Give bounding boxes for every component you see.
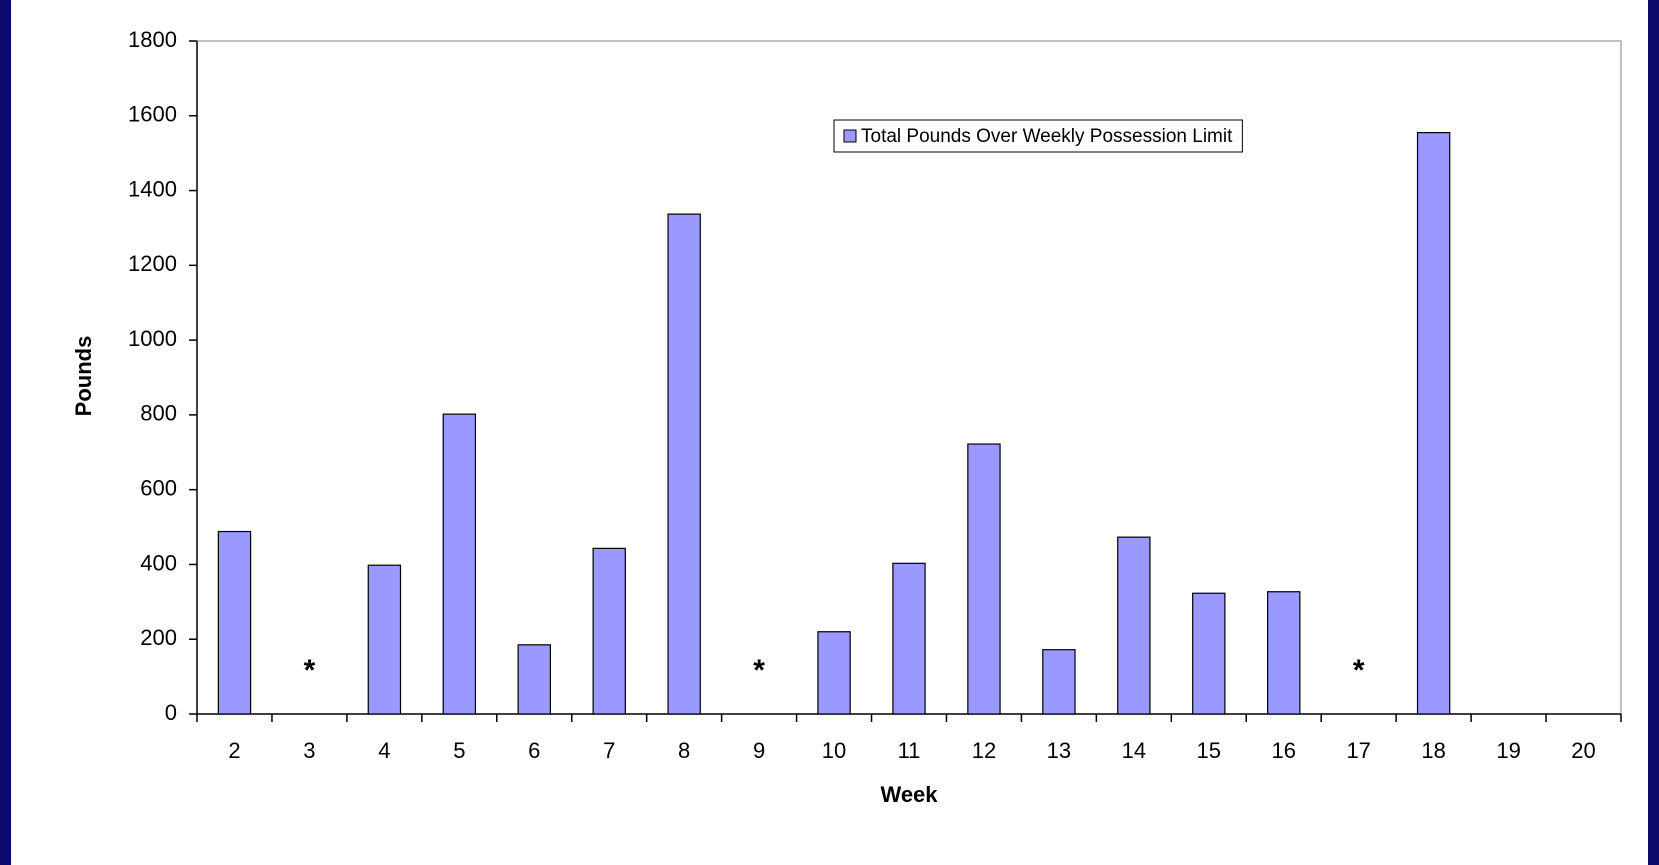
y-tick-label: 1200 — [128, 251, 177, 276]
bar — [517, 644, 551, 715]
x-tick-label: 11 — [898, 738, 921, 763]
bar — [1267, 591, 1301, 715]
x-tick-label: 5 — [453, 738, 465, 763]
annotation: * — [753, 654, 765, 687]
y-axis-label: Pounds — [71, 336, 96, 417]
bar — [1117, 536, 1151, 715]
x-tick-label: 4 — [378, 738, 390, 763]
bar — [892, 562, 926, 715]
y-tick-label: 0 — [165, 700, 177, 725]
y-tick-label: 400 — [140, 550, 177, 575]
y-tick-label: 600 — [140, 475, 177, 500]
x-tick-label: 14 — [1122, 738, 1146, 763]
bar — [217, 530, 252, 715]
x-tick-label: 20 — [1571, 738, 1595, 763]
y-tick-label: 1600 — [128, 102, 177, 127]
annotation: * — [304, 654, 316, 687]
bar — [667, 213, 701, 715]
bar — [442, 413, 477, 715]
x-tick-label: 2 — [228, 738, 240, 763]
x-tick-label: 13 — [1047, 738, 1071, 763]
bar — [367, 564, 402, 715]
y-tick-label: 1000 — [128, 326, 177, 351]
y-tick-label: 200 — [140, 625, 177, 650]
x-tick-label: 15 — [1197, 738, 1221, 763]
x-tick-label: 19 — [1496, 738, 1520, 763]
bar — [1042, 649, 1076, 715]
y-tick-label: 1400 — [128, 176, 177, 201]
x-tick-label: 12 — [972, 738, 996, 763]
x-tick-label: 18 — [1421, 738, 1445, 763]
legend-box — [833, 119, 1243, 153]
chart-background — [11, 0, 1648, 865]
y-tick-label: 800 — [140, 401, 177, 426]
y-tick-label: 1800 — [128, 27, 177, 52]
x-tick-label: 16 — [1271, 738, 1295, 763]
bar — [1192, 592, 1226, 715]
annotation: * — [1353, 654, 1365, 687]
legend-label: Total Pounds Over Weekly Possession Limi… — [861, 126, 1233, 147]
bar — [592, 547, 626, 715]
x-tick-label: 3 — [303, 738, 315, 763]
x-tick-label: 6 — [528, 738, 540, 763]
x-axis-label: Week — [880, 782, 938, 807]
x-tick-label: 10 — [822, 738, 846, 763]
legend-swatch — [843, 129, 857, 143]
bar — [967, 443, 1001, 715]
x-tick-label: 7 — [603, 738, 615, 763]
bar — [817, 631, 851, 715]
x-tick-label: 17 — [1346, 738, 1370, 763]
x-tick-label: 9 — [753, 738, 765, 763]
bar — [1416, 132, 1451, 715]
x-tick-label: 8 — [678, 738, 690, 763]
